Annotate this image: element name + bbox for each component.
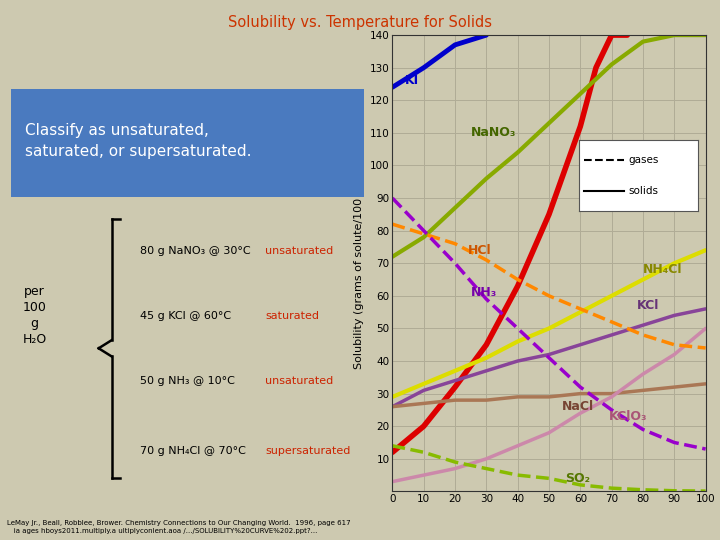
Text: KNO₃: KNO₃	[580, 185, 616, 198]
Text: KClO₃: KClO₃	[608, 410, 647, 423]
Text: KCl: KCl	[636, 299, 659, 312]
Text: NaNO₃: NaNO₃	[471, 126, 516, 139]
Y-axis label: Solubility (grams of solute/100 g H₂O): Solubility (grams of solute/100 g H₂O)	[354, 158, 364, 369]
Text: 80 g NaNO₃ @ 30°C: 80 g NaNO₃ @ 30°C	[140, 246, 251, 256]
Text: 70 g NH₄Cl @ 70°C: 70 g NH₄Cl @ 70°C	[140, 446, 246, 456]
Text: SO₂: SO₂	[564, 472, 590, 485]
Text: Solubility vs. Temperature for Solids: Solubility vs. Temperature for Solids	[228, 15, 492, 30]
Text: 50 g NH₃ @ 10°C: 50 g NH₃ @ 10°C	[140, 376, 235, 386]
Text: Classify as unsaturated,
saturated, or supersaturated.: Classify as unsaturated, saturated, or s…	[25, 123, 251, 159]
Text: supersaturated: supersaturated	[265, 446, 351, 456]
Text: saturated: saturated	[265, 311, 319, 321]
Text: unsaturated: unsaturated	[265, 246, 333, 256]
Text: 45 g KCl @ 60°C: 45 g KCl @ 60°C	[140, 311, 232, 321]
Text: ia ages hboys2011.multiply.a ultiplyconlent.aoa /.../SOLUBILITY%20CURVE%202.ppt?: ia ages hboys2011.multiply.a ultiplyconl…	[7, 528, 318, 535]
Text: per
100
g
H₂O: per 100 g H₂O	[22, 286, 47, 346]
Text: NaCl: NaCl	[562, 400, 594, 413]
Text: NH₄Cl: NH₄Cl	[643, 264, 683, 276]
Text: NH₃: NH₃	[471, 286, 497, 299]
Text: unsaturated: unsaturated	[265, 376, 333, 386]
Text: KI: KI	[405, 74, 419, 87]
Text: HCl: HCl	[467, 244, 491, 256]
Text: LeMay Jr., Beall, Robblee, Brower. Chemistry Connections to Our Changing World. : LeMay Jr., Beall, Robblee, Brower. Chemi…	[7, 519, 351, 526]
